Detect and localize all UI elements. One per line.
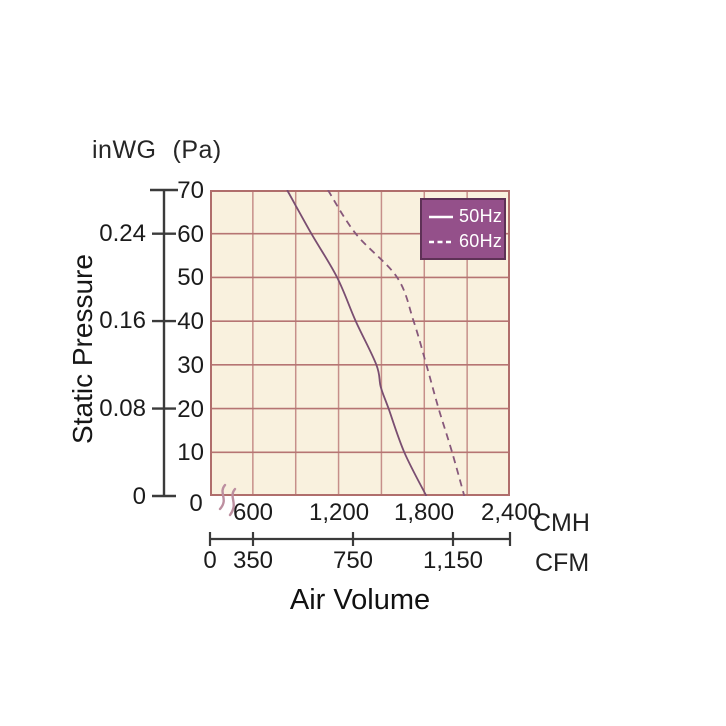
origin-zero-label: 0 xyxy=(189,490,203,517)
legend-label-50hz: 50Hz xyxy=(459,206,503,226)
pa-tick-60: 60 xyxy=(177,221,204,248)
legend-item-50hz: 50Hz xyxy=(428,206,502,227)
x-axis-title: Air Volume xyxy=(289,584,431,616)
cfm-tick-350: 350 xyxy=(232,547,274,574)
pa-tick-70: 70 xyxy=(177,177,204,204)
plot-border xyxy=(210,190,510,496)
plot-area xyxy=(210,190,510,496)
cmh-unit-label: CMH xyxy=(533,509,590,537)
inwg-tick-0.08: 0.08 xyxy=(99,395,146,422)
cmh-tick-600: 600 xyxy=(232,499,274,526)
cfm-unit-label: CFM xyxy=(535,549,590,577)
inwg-tick-0: 0 xyxy=(132,483,146,510)
cfm-tick-1150: 1,150 xyxy=(422,547,484,574)
curve-50hz xyxy=(286,190,428,496)
cmh-tick-1800: 1,800 xyxy=(394,499,455,526)
curve-60hz xyxy=(327,190,466,496)
y-axis-unit-inwg: inWG xyxy=(92,136,157,164)
cfm-tick-750: 750 xyxy=(332,547,374,574)
axis-break-icon xyxy=(218,483,237,517)
cmh-tick-1200: 1,200 xyxy=(309,499,370,526)
cfm-tick-0: 0 xyxy=(203,547,217,574)
y-axis-units-header: inWG (Pa) xyxy=(92,136,222,165)
cfm-axis-line xyxy=(208,532,512,546)
legend-dashed-line-icon xyxy=(429,240,453,243)
pa-tick-20: 20 xyxy=(177,396,204,423)
pa-tick-50: 50 xyxy=(177,264,204,291)
pa-tick-30: 30 xyxy=(177,352,204,379)
legend-label-60hz: 60Hz xyxy=(459,231,503,251)
legend-item-60hz: 60Hz xyxy=(428,231,502,252)
cmh-tick-2400: 2,400 xyxy=(480,499,542,526)
inwg-tick-0.24: 0.24 xyxy=(99,220,146,247)
inwg-tick-0.16: 0.16 xyxy=(99,307,146,334)
pa-tick-40: 40 xyxy=(177,308,204,335)
legend-solid-line-icon xyxy=(429,215,453,218)
pa-tick-10: 10 xyxy=(177,439,204,466)
y-axis-unit-pa: (Pa) xyxy=(172,136,222,164)
y-axis-title: Static Pressure xyxy=(67,254,98,444)
inwg-axis-line xyxy=(150,188,178,498)
grid-horizontal-lines xyxy=(210,232,510,454)
legend: 50Hz 60Hz xyxy=(420,198,506,260)
